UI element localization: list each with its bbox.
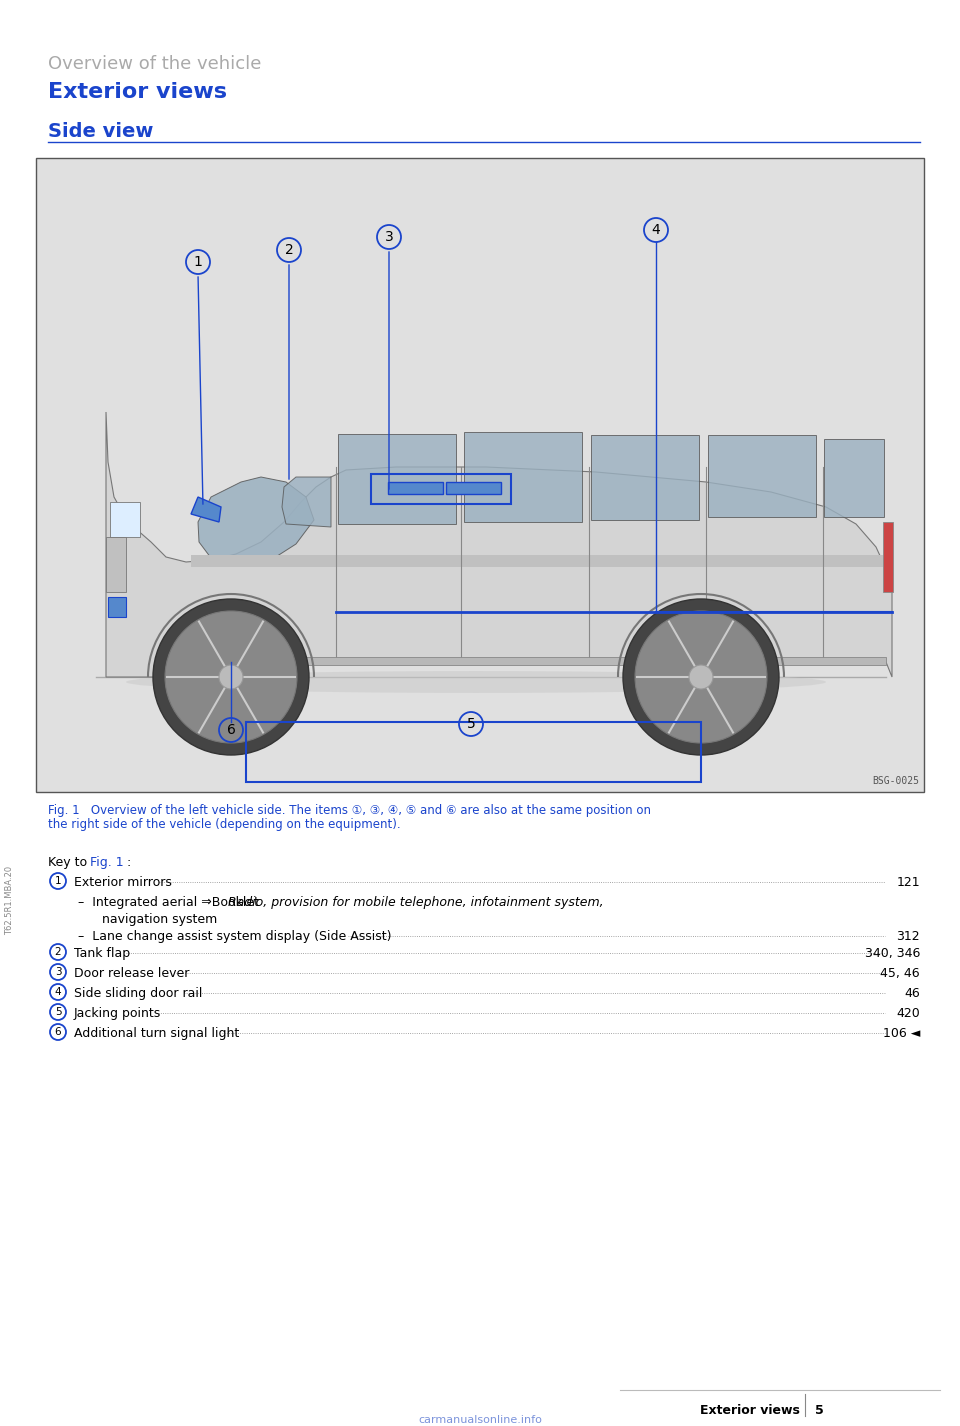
Text: 121: 121 bbox=[897, 876, 920, 888]
Text: :: : bbox=[126, 856, 131, 868]
Text: 340, 346: 340, 346 bbox=[865, 947, 920, 960]
Text: navigation system: navigation system bbox=[78, 913, 217, 925]
Text: Jacking points: Jacking points bbox=[74, 1007, 161, 1020]
Bar bbox=[338, 434, 456, 523]
Text: Exterior mirrors: Exterior mirrors bbox=[74, 876, 172, 888]
Text: 45, 46: 45, 46 bbox=[880, 967, 920, 980]
Text: 312: 312 bbox=[897, 930, 920, 943]
Text: Tank flap: Tank flap bbox=[74, 947, 131, 960]
Circle shape bbox=[165, 610, 297, 743]
Text: T62.5R1.MBA.20: T62.5R1.MBA.20 bbox=[6, 866, 14, 934]
Bar bbox=[464, 432, 582, 522]
Circle shape bbox=[219, 665, 243, 689]
Text: 5: 5 bbox=[815, 1405, 824, 1417]
Text: carmanualsonline.info: carmanualsonline.info bbox=[418, 1415, 542, 1425]
Polygon shape bbox=[198, 478, 314, 560]
Text: 2: 2 bbox=[284, 242, 294, 257]
Circle shape bbox=[623, 599, 779, 754]
Text: Overview of the vehicle: Overview of the vehicle bbox=[48, 56, 261, 73]
Text: Exterior views: Exterior views bbox=[48, 83, 227, 103]
Bar bbox=[371, 473, 511, 503]
Polygon shape bbox=[282, 478, 331, 528]
Bar bbox=[110, 502, 140, 538]
Bar bbox=[591, 435, 699, 520]
Polygon shape bbox=[191, 498, 221, 522]
Text: 2: 2 bbox=[55, 947, 61, 957]
Bar bbox=[36, 158, 924, 791]
Text: 46: 46 bbox=[904, 987, 920, 1000]
Text: 420: 420 bbox=[897, 1007, 920, 1020]
Bar bbox=[106, 538, 126, 592]
Circle shape bbox=[635, 610, 767, 743]
Text: the right side of the vehicle (depending on the equipment).: the right side of the vehicle (depending… bbox=[48, 819, 400, 831]
Text: Additional turn signal light: Additional turn signal light bbox=[74, 1027, 239, 1040]
Text: 6: 6 bbox=[55, 1027, 61, 1037]
Bar bbox=[191, 555, 886, 568]
Bar bbox=[708, 435, 816, 518]
Text: 5: 5 bbox=[467, 717, 475, 732]
Bar bbox=[883, 522, 893, 592]
Text: Side sliding door rail: Side sliding door rail bbox=[74, 987, 203, 1000]
Polygon shape bbox=[106, 412, 892, 677]
Text: Door release lever: Door release lever bbox=[74, 967, 189, 980]
Bar bbox=[246, 722, 701, 781]
Text: 4: 4 bbox=[55, 987, 61, 997]
Text: 3: 3 bbox=[385, 230, 394, 244]
Bar bbox=[824, 439, 884, 518]
Text: 4: 4 bbox=[652, 222, 660, 237]
Text: Fig. 1   Overview of the left vehicle side. The items ①, ③, ④, ⑤ and ⑥ are also : Fig. 1 Overview of the left vehicle side… bbox=[48, 804, 651, 817]
Text: 1: 1 bbox=[55, 876, 61, 886]
Text: 1: 1 bbox=[194, 255, 203, 270]
Text: BSG-0025: BSG-0025 bbox=[872, 776, 919, 786]
Text: 106 ◄: 106 ◄ bbox=[882, 1027, 920, 1040]
Text: Radio, provision for mobile telephone, infotainment system,: Radio, provision for mobile telephone, i… bbox=[228, 896, 604, 908]
Text: 3: 3 bbox=[55, 967, 61, 977]
Text: 5: 5 bbox=[55, 1007, 61, 1017]
Bar bbox=[166, 657, 886, 665]
Text: Key to: Key to bbox=[48, 856, 91, 868]
Ellipse shape bbox=[126, 672, 826, 693]
Bar bbox=[108, 597, 126, 617]
Text: 6: 6 bbox=[227, 723, 235, 737]
Text: –  Integrated aerial ⇒Booklet: – Integrated aerial ⇒Booklet bbox=[78, 896, 263, 908]
Bar bbox=[388, 482, 443, 493]
Circle shape bbox=[689, 665, 713, 689]
Circle shape bbox=[153, 599, 309, 754]
Text: –  Lane change assist system display (Side Assist): – Lane change assist system display (Sid… bbox=[78, 930, 392, 943]
Text: Exterior views: Exterior views bbox=[700, 1405, 800, 1417]
Text: Side view: Side view bbox=[48, 123, 154, 141]
Bar bbox=[446, 482, 501, 493]
Text: Fig. 1: Fig. 1 bbox=[90, 856, 124, 868]
